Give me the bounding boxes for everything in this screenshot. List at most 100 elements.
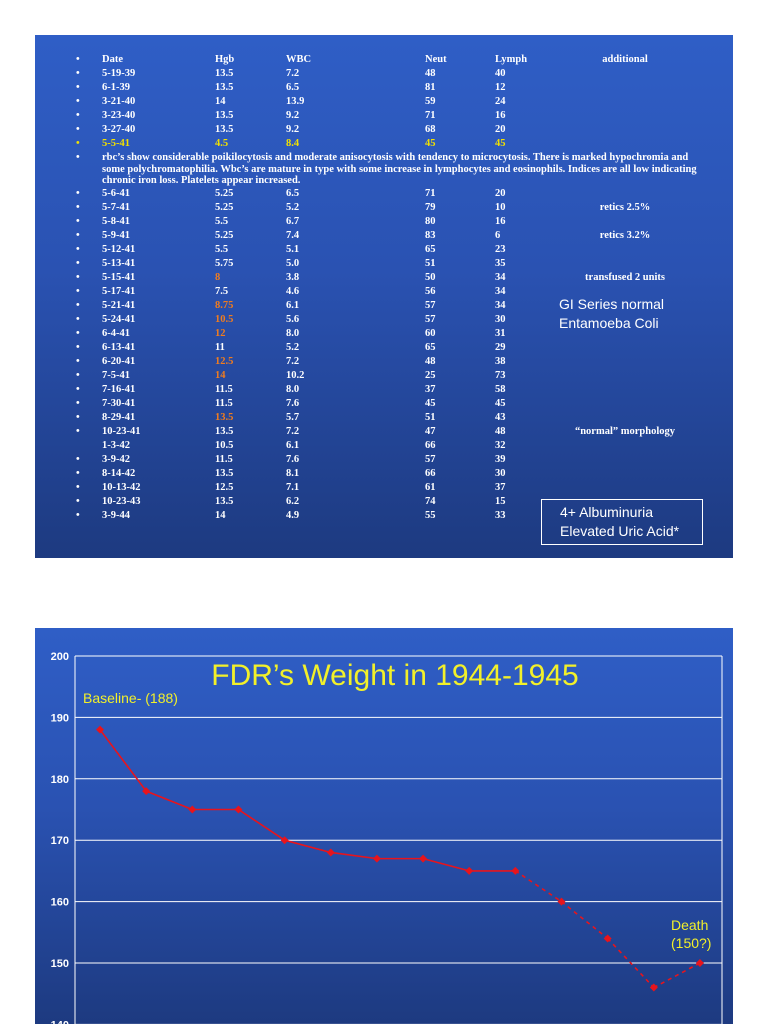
cell-wbc: 3.8 xyxy=(286,272,300,283)
cell-date: 5-5-41 xyxy=(102,138,130,149)
cell-additional: transfused 2 units xyxy=(585,272,665,283)
header-additional: additional xyxy=(602,54,648,65)
bullet: • xyxy=(76,510,80,521)
bullet: • xyxy=(76,258,80,269)
cell-wbc: 5.7 xyxy=(286,412,300,423)
cell-date: 6-4-41 xyxy=(102,328,130,339)
cell-date: 5-24-41 xyxy=(102,314,136,325)
cell-hgb: 13.5 xyxy=(215,110,234,121)
bullet: • xyxy=(76,244,80,255)
cell-wbc: 5.2 xyxy=(286,342,300,353)
bullet: • xyxy=(76,426,80,437)
cell-neut: 71 xyxy=(425,188,436,199)
cell-date: 6-13-41 xyxy=(102,342,136,353)
cell-neut: 65 xyxy=(425,244,436,255)
cell-hgb: 5.25 xyxy=(215,230,234,241)
bullet: • xyxy=(76,468,80,479)
cell-neut: 74 xyxy=(425,496,436,507)
cell-date: 8-29-41 xyxy=(102,412,136,423)
cell-date: 5-12-41 xyxy=(102,244,136,255)
cell-wbc: 8.4 xyxy=(286,138,300,149)
cell-additional: retics 2.5% xyxy=(599,202,651,213)
cell-lymph: 33 xyxy=(495,510,506,521)
cell-date: 7-16-41 xyxy=(102,384,136,395)
cell-additional: “normal” morphology xyxy=(574,426,676,437)
cell-lymph: 34 xyxy=(495,300,506,311)
bullet: • xyxy=(76,314,80,325)
header-wbc: WBC xyxy=(286,54,312,65)
cell-wbc: 9.2 xyxy=(286,124,300,135)
cell-hgb: 4.5 xyxy=(215,138,229,149)
bullet: • xyxy=(76,342,80,353)
chart-title: FDR’s Weight in 1944-1945 xyxy=(211,659,578,692)
cell-neut: 51 xyxy=(425,258,436,269)
cell-neut: 50 xyxy=(425,272,436,283)
cell-wbc: 5.2 xyxy=(286,202,300,213)
cell-date: 10-23-43 xyxy=(102,496,141,507)
header-neut: Neut xyxy=(425,54,447,65)
cell-wbc: 13.9 xyxy=(286,96,305,107)
cell-lymph: 73 xyxy=(495,370,506,381)
header-hgb: Hgb xyxy=(215,54,235,65)
cell-lymph: 15 xyxy=(495,496,506,507)
series-line-segment xyxy=(607,937,655,989)
bullet: • xyxy=(76,138,80,149)
data-point xyxy=(465,866,474,875)
cell-lymph: 32 xyxy=(495,440,506,451)
series-line-segment xyxy=(653,962,701,989)
cell-neut: 66 xyxy=(425,440,436,451)
cell-wbc: 10.2 xyxy=(286,370,305,381)
bullet: • xyxy=(76,216,80,227)
data-point xyxy=(280,836,289,845)
data-point xyxy=(188,805,197,814)
gi-note-line: Entamoeba Coli xyxy=(559,315,659,331)
cell-hgb: 8.75 xyxy=(215,300,234,311)
morphology-note: rbc’s show considerable poikilocytosis a… xyxy=(102,152,697,186)
cell-hgb: 14 xyxy=(215,510,226,521)
y-tick-label: 170 xyxy=(51,835,69,847)
cell-hgb: 11.5 xyxy=(215,384,233,395)
y-tick-label: 150 xyxy=(51,958,69,970)
cell-neut: 60 xyxy=(425,328,436,339)
cell-date: 5-19-39 xyxy=(102,68,136,79)
cell-date: 5-8-41 xyxy=(102,216,130,227)
cell-hgb: 11.5 xyxy=(215,454,233,465)
cell-wbc: 7.6 xyxy=(286,454,300,465)
cell-hgb: 13.5 xyxy=(215,124,234,135)
albuminuria-box: 4+ Albuminuria Elevated Uric Acid* xyxy=(541,499,703,545)
cell-hgb: 5.5 xyxy=(215,216,229,227)
weight-chart-slide: 140 150 160 170 180 190 200 FDR’s Weight in 194… xyxy=(35,628,733,1024)
data-point xyxy=(96,725,104,734)
cell-hgb: 13.5 xyxy=(215,68,234,79)
cell-wbc: 4.9 xyxy=(286,510,300,521)
bullet: • xyxy=(76,412,80,423)
cell-wbc: 7.2 xyxy=(286,356,300,367)
bullet: • xyxy=(76,384,80,395)
cell-lymph: 12 xyxy=(495,82,506,93)
bullet: • xyxy=(76,230,80,241)
cell-neut: 57 xyxy=(425,300,436,311)
cell-neut: 55 xyxy=(425,510,436,521)
cell-date: 5-13-41 xyxy=(102,258,136,269)
series-line-segment xyxy=(561,900,609,940)
cell-date: 3-23-40 xyxy=(102,110,136,121)
bullet: • xyxy=(76,356,80,367)
bullet: • xyxy=(76,124,80,135)
cell-neut: 47 xyxy=(425,426,436,437)
cell-wbc: 4.6 xyxy=(286,286,300,297)
cell-lymph: 24 xyxy=(495,96,506,107)
cell-wbc: 9.2 xyxy=(286,110,300,121)
cell-date: 8-14-42 xyxy=(102,468,136,479)
cell-hgb: 11.5 xyxy=(215,398,233,409)
data-point xyxy=(234,805,243,814)
series-line-segment xyxy=(145,790,193,811)
data-point xyxy=(419,854,428,863)
cell-lymph: 23 xyxy=(495,244,506,255)
cell-date: 3-9-44 xyxy=(102,510,130,521)
gi-note-line: GI Series normal xyxy=(559,296,665,312)
bullet: • xyxy=(76,398,80,409)
annotation-death-weight: (150?) xyxy=(671,935,711,951)
cell-hgb: 12 xyxy=(215,328,226,339)
cell-date: 3-21-40 xyxy=(102,96,136,107)
data-point xyxy=(372,854,381,863)
